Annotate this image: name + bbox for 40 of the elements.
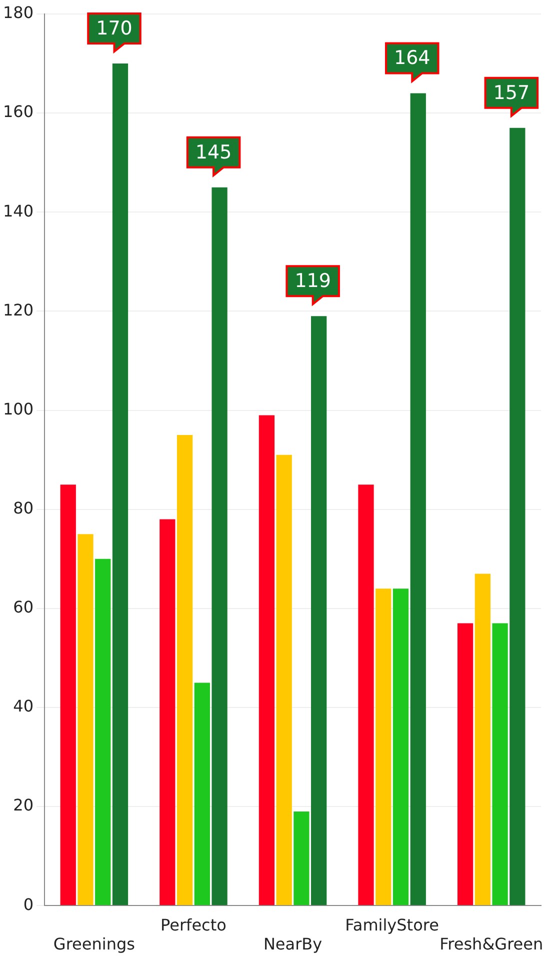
y-tick-label: 40 bbox=[13, 696, 34, 716]
data-label: 119 bbox=[294, 270, 331, 292]
bar bbox=[160, 519, 176, 906]
x-tick-label: Fresh&Green bbox=[440, 934, 544, 954]
data-label: 157 bbox=[493, 82, 530, 104]
bar bbox=[457, 623, 474, 906]
bar bbox=[95, 558, 111, 906]
bar bbox=[358, 484, 374, 906]
bar bbox=[276, 454, 292, 906]
bar bbox=[60, 484, 76, 906]
y-tick-label: 160 bbox=[2, 102, 34, 122]
y-tick-label: 20 bbox=[13, 796, 34, 815]
x-tick-label: NearBy bbox=[263, 934, 322, 954]
bar bbox=[78, 534, 94, 906]
y-tick-label: 120 bbox=[2, 300, 34, 320]
bar bbox=[258, 415, 275, 906]
y-tick-label: 100 bbox=[2, 399, 34, 418]
bar bbox=[474, 574, 490, 906]
bar bbox=[376, 588, 392, 906]
bar bbox=[392, 588, 409, 906]
x-tick-label: Perfecto bbox=[160, 915, 226, 934]
bar bbox=[294, 811, 310, 906]
y-tick-label: 60 bbox=[13, 598, 34, 617]
y-tick-label: 80 bbox=[13, 498, 34, 518]
data-label: 164 bbox=[394, 47, 430, 70]
y-tick-label: 180 bbox=[2, 3, 34, 22]
x-tick-label: FamilyStore bbox=[345, 915, 439, 934]
bar bbox=[194, 682, 210, 906]
y-tick-label: 0 bbox=[23, 894, 34, 914]
y-tick-label: 140 bbox=[2, 201, 34, 220]
bar bbox=[311, 316, 327, 906]
data-label: 145 bbox=[195, 141, 232, 164]
data-label: 170 bbox=[96, 17, 132, 40]
bar bbox=[212, 187, 228, 906]
x-tick-label: Greenings bbox=[53, 934, 135, 954]
bar bbox=[510, 128, 526, 906]
bar bbox=[410, 93, 426, 906]
bar bbox=[492, 623, 508, 906]
bar bbox=[176, 435, 193, 906]
bar bbox=[112, 64, 128, 906]
